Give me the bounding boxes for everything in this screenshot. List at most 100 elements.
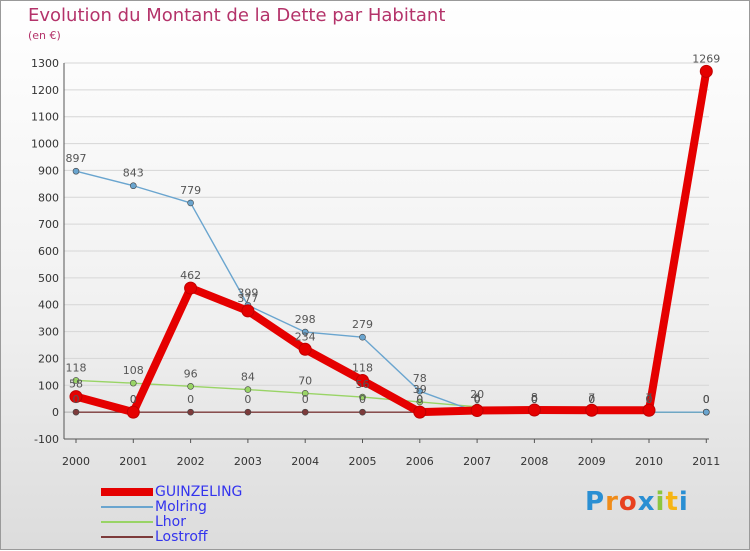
- data-point-guinzeling: [241, 304, 255, 318]
- data-point-lhor: [359, 393, 366, 401]
- data-point-molring: [416, 387, 424, 395]
- data-label-lhor: 56: [356, 378, 370, 391]
- data-label-lostroff: 0: [73, 393, 80, 406]
- data-label-molring: 298: [295, 313, 316, 326]
- data-label-molring: 0: [588, 393, 595, 406]
- legend-swatch: [101, 536, 153, 538]
- data-label-guinzeling: 377: [237, 292, 258, 305]
- data-point-guinzeling: [585, 403, 599, 417]
- data-point-guinzeling: [126, 405, 140, 419]
- data-label-molring: 779: [180, 184, 201, 197]
- y-tick-label: 1000: [31, 138, 59, 151]
- data-label-lhor: 0: [531, 393, 538, 406]
- y-tick-label: 300: [38, 326, 59, 339]
- logo-letter: r: [605, 487, 619, 517]
- data-label-lhor: 108: [123, 364, 144, 377]
- logo-letter: x: [637, 487, 656, 517]
- data-point-guinzeling: [69, 390, 83, 404]
- data-point-molring: [702, 408, 710, 416]
- data-point-guinzeling: [527, 403, 541, 417]
- x-tick-label: 2008: [520, 455, 548, 468]
- legend-swatch: [101, 521, 153, 523]
- data-label-lostroff: 0: [359, 393, 366, 406]
- data-point-lostroff: [187, 408, 194, 416]
- data-label-lhor: 70: [298, 374, 312, 387]
- chart-title: Evolution du Montant de la Dette par Hab…: [28, 5, 446, 26]
- data-point-lhor: [244, 386, 252, 393]
- data-point-lhor: [301, 390, 309, 397]
- data-label-lhor: 20: [470, 388, 484, 401]
- legend-label: Lostroff: [155, 529, 208, 545]
- x-tick-label: 2009: [578, 455, 606, 468]
- data-label-guinzeling: 7: [646, 391, 653, 404]
- x-tick-label: 2011: [692, 455, 720, 468]
- x-tick-label: 2010: [635, 455, 663, 468]
- data-label-lhor: 118: [66, 361, 87, 374]
- x-tick-label: 2003: [234, 455, 262, 468]
- logo-letter: i: [655, 487, 666, 517]
- y-tick-label: 400: [38, 299, 59, 312]
- logo-letter: o: [618, 487, 638, 517]
- data-label-molring: 0: [531, 393, 538, 406]
- data-label-guinzeling: 1269: [692, 52, 720, 65]
- series-line-guinzeling: [72, 67, 711, 417]
- data-label-lhor: 0: [703, 393, 710, 406]
- data-label-lostroff: 0: [474, 393, 481, 406]
- x-tick-label: 2000: [62, 455, 90, 468]
- data-label-molring: 0: [703, 393, 710, 406]
- data-label-guinzeling: 6: [474, 392, 481, 405]
- data-label-lhor: 0: [646, 393, 653, 406]
- x-tick-label: 2005: [349, 455, 377, 468]
- data-label-lhor: 96: [184, 367, 198, 380]
- y-tick-label: 1300: [31, 57, 59, 70]
- data-label-guinzeling: 7: [588, 391, 595, 404]
- proxiti-logo: Proxiti: [585, 487, 689, 517]
- data-label-molring: 0: [474, 393, 481, 406]
- data-point-lhor: [187, 383, 194, 390]
- data-point-guinzeling: [356, 373, 369, 387]
- data-label-molring: 399: [237, 286, 258, 299]
- series-lines: [69, 64, 713, 419]
- data-label-guinzeling: 118: [352, 361, 373, 374]
- y-tick-label: 1200: [31, 84, 59, 97]
- legend-swatch: [101, 488, 153, 496]
- y-tick-label: 900: [38, 164, 59, 177]
- data-label-molring: 78: [413, 372, 427, 385]
- x-tick-label: 2001: [119, 455, 147, 468]
- data-label-lostroff: 0: [531, 393, 538, 406]
- y-tick-label: -100: [34, 433, 59, 446]
- data-label-lhor: 84: [241, 371, 255, 384]
- data-point-molring: [187, 199, 194, 207]
- data-label-molring: 897: [66, 152, 87, 165]
- y-tick-label: 100: [38, 379, 59, 392]
- data-point-guinzeling: [298, 342, 312, 356]
- data-label-molring: 279: [352, 318, 373, 331]
- data-label-lhor: 0: [588, 393, 595, 406]
- data-label-lostroff: 0: [302, 393, 309, 406]
- data-point-lhor: [130, 379, 137, 387]
- data-point-guinzeling: [413, 405, 427, 419]
- logo-letter: i: [678, 487, 689, 517]
- data-point-molring: [72, 167, 80, 175]
- data-point-lhor: [72, 377, 80, 384]
- data-label-guinzeling: 8: [531, 391, 538, 404]
- data-point-molring: [359, 333, 366, 341]
- legend-label: Lhor: [155, 514, 186, 530]
- y-tick-label: 800: [38, 191, 59, 204]
- data-point-guinzeling: [184, 281, 198, 295]
- data-label-molring: 843: [123, 167, 144, 180]
- y-tick-label: 600: [38, 245, 59, 258]
- x-tick-label: 2004: [291, 455, 319, 468]
- data-label-lostroff: 0: [703, 393, 710, 406]
- y-tick-label: 1100: [31, 111, 59, 124]
- x-tick-label: 2002: [177, 455, 205, 468]
- data-label-guinzeling: 0: [416, 393, 423, 406]
- x-tick-label: 2007: [463, 455, 491, 468]
- y-tick-label: 700: [38, 218, 59, 231]
- data-label-lostroff: 0: [130, 393, 137, 406]
- data-point-guinzeling: [642, 403, 656, 417]
- data-label-guinzeling: 462: [180, 269, 201, 282]
